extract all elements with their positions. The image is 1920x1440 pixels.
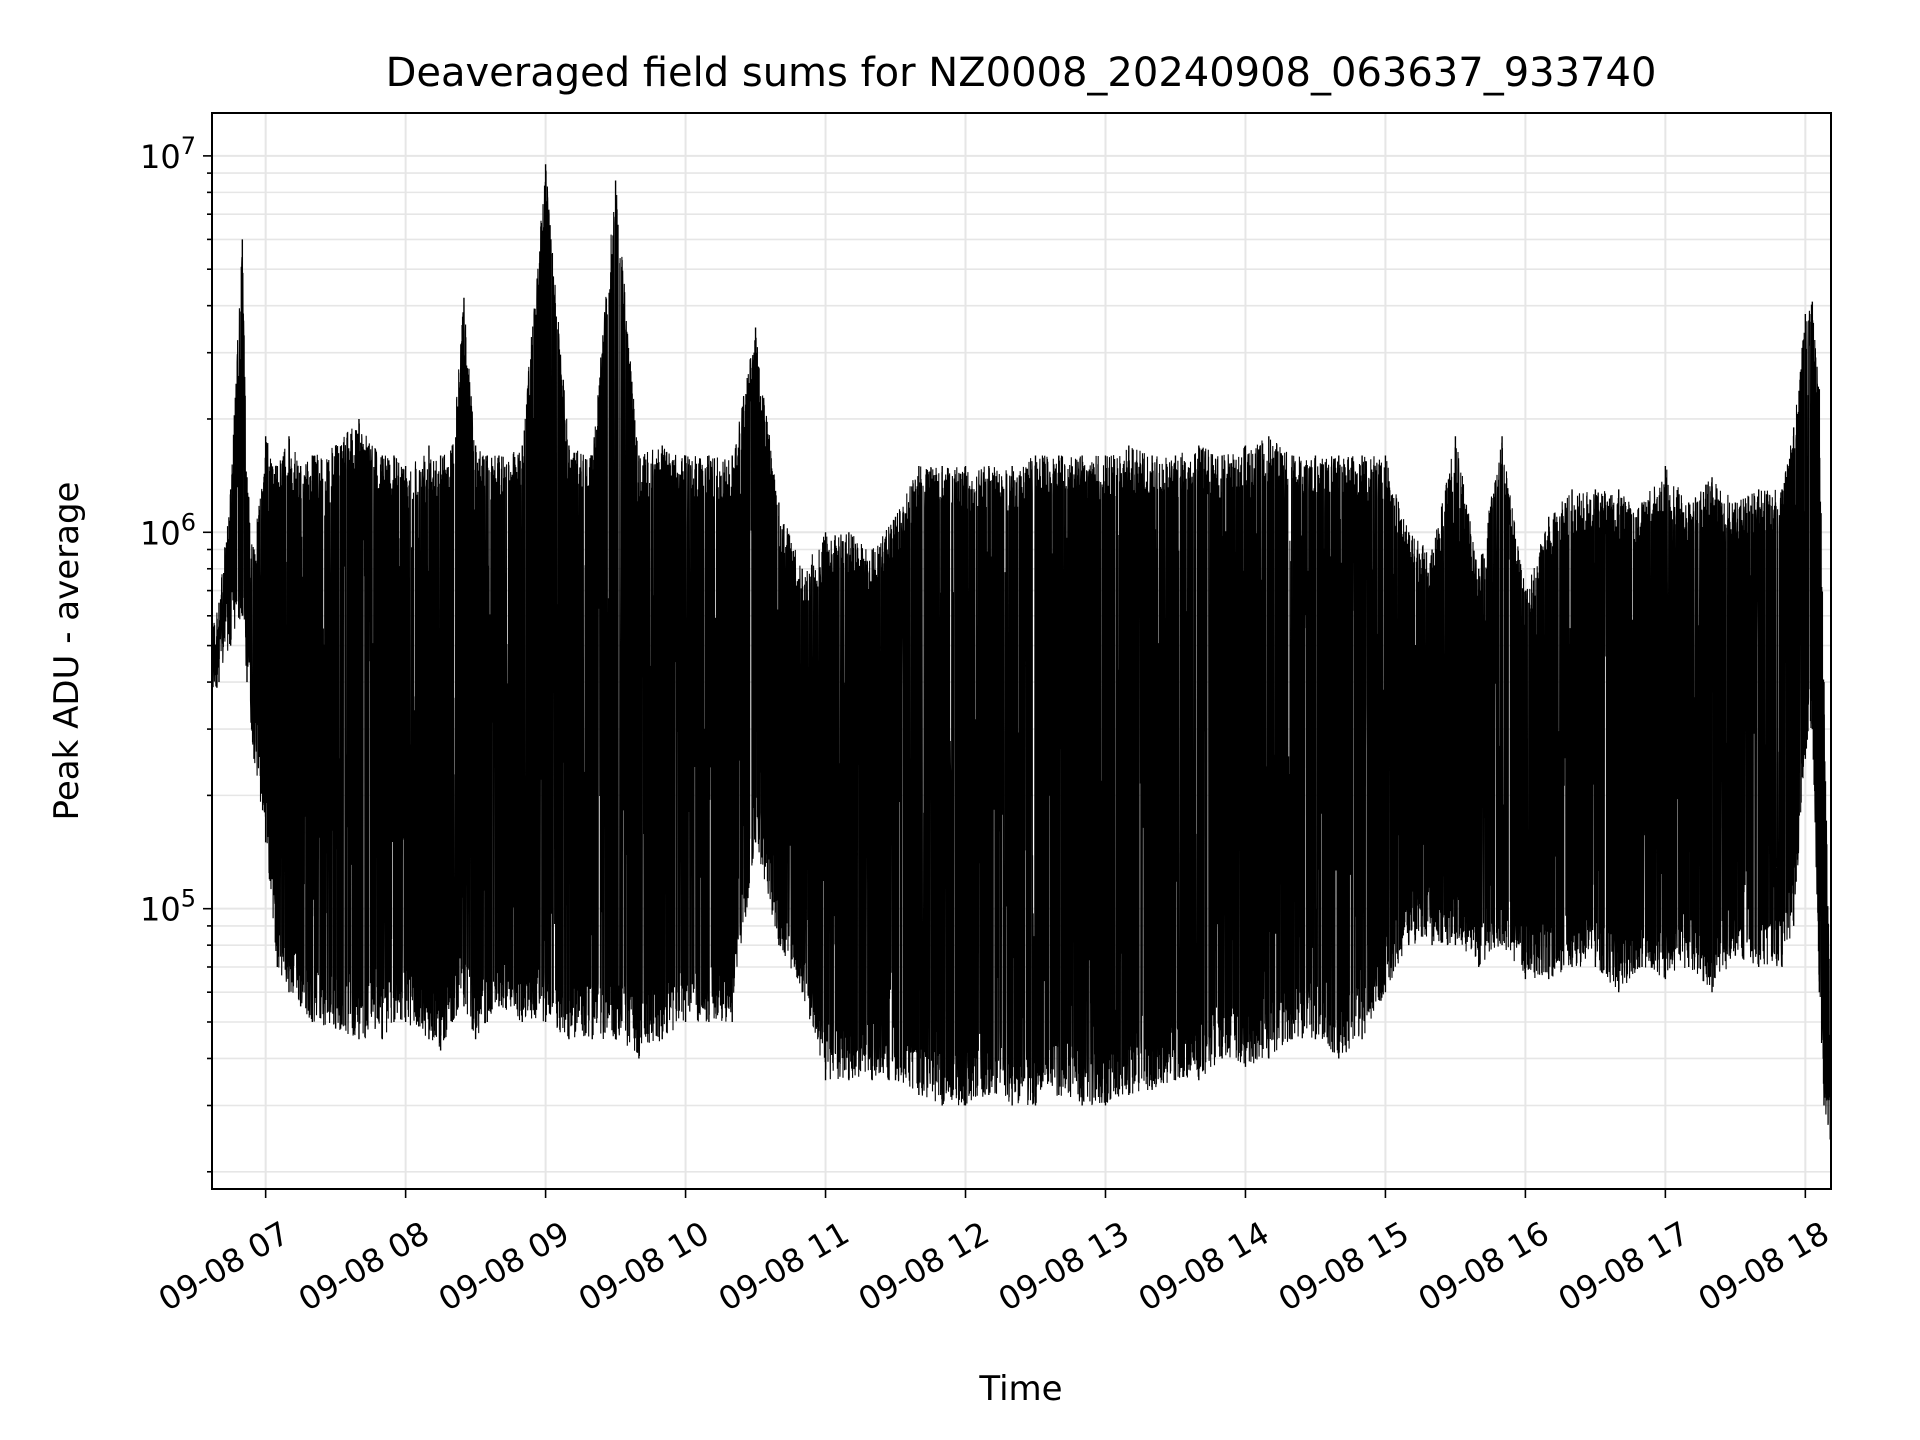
y-tick-label: 106 xyxy=(140,508,196,552)
plot-frame xyxy=(211,112,1832,1190)
data-line xyxy=(212,170,1831,1140)
y-axis-label: Peak ADU - average xyxy=(47,482,87,821)
chart-title: Deaveraged field sums for NZ0008_2024090… xyxy=(386,50,1657,96)
y-tick-label: 107 xyxy=(140,132,196,176)
series-area xyxy=(212,164,1831,1149)
y-tick-label: 105 xyxy=(140,885,196,929)
x-axis-label: Time xyxy=(978,1369,1062,1409)
